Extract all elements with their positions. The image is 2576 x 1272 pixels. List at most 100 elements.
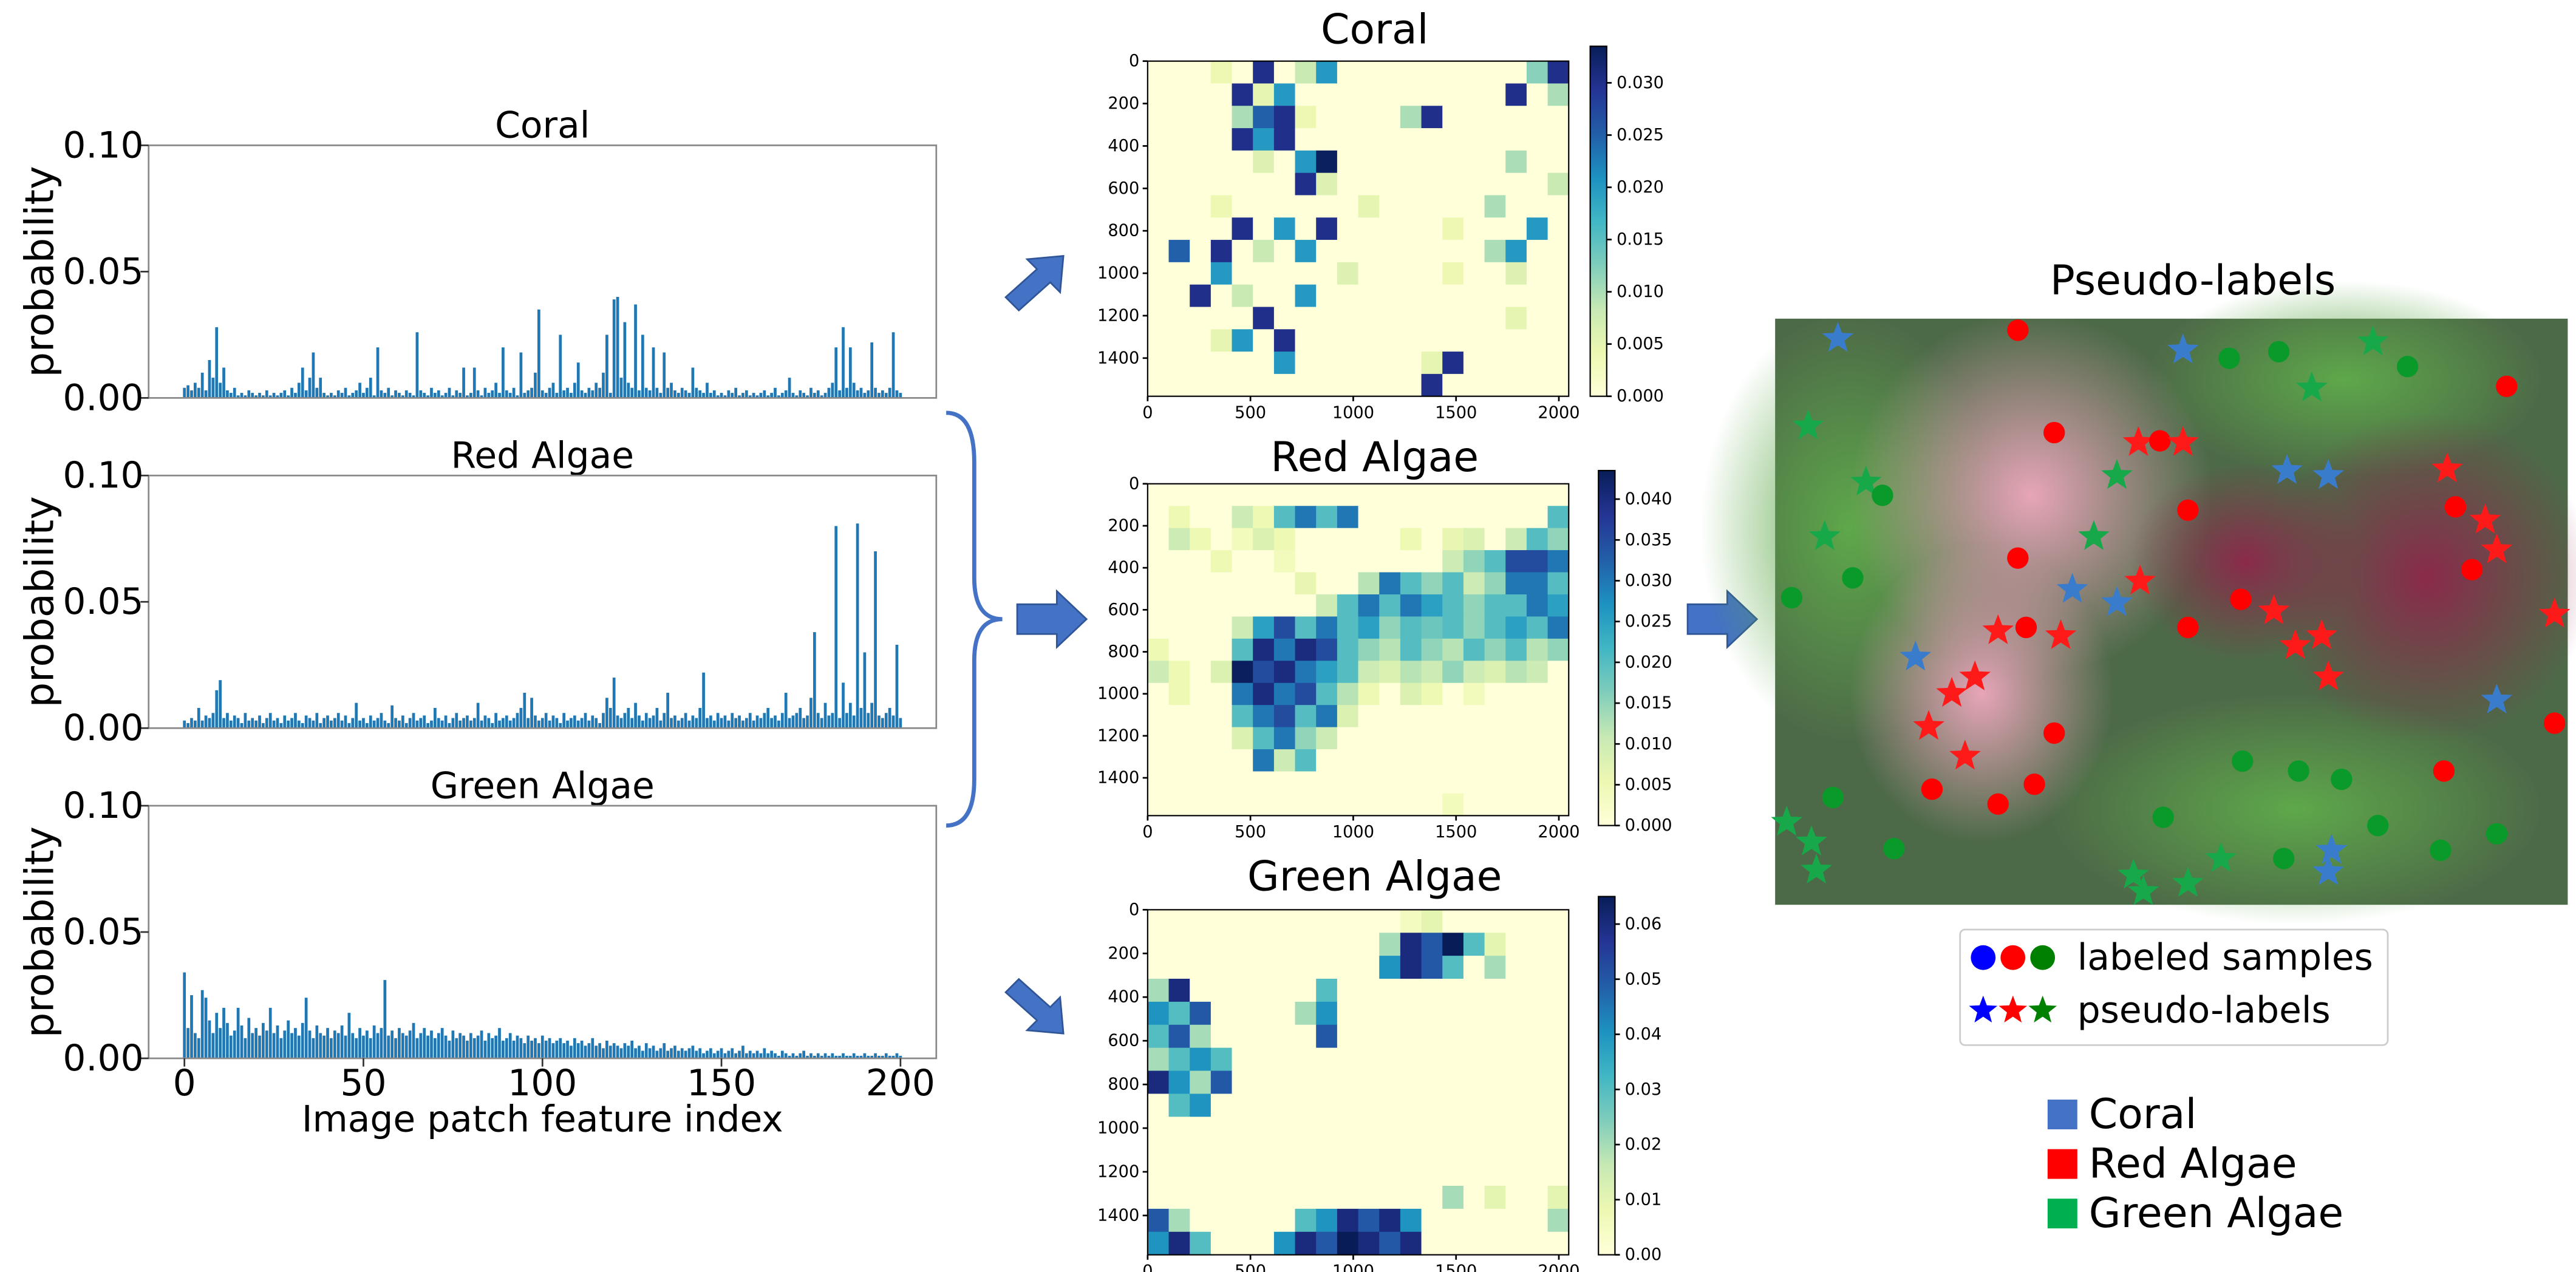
pseudo-label-marker [1850, 465, 1882, 496]
heat-cell [1505, 910, 1527, 934]
labeled-sample-marker [1822, 786, 1844, 809]
bar [570, 1046, 573, 1059]
heat-cell [1421, 61, 1443, 84]
bar [222, 367, 225, 398]
bar [612, 1043, 616, 1059]
bar [562, 390, 566, 398]
colorbar-tick-label: 0.020 [1625, 653, 1672, 672]
bar [820, 1055, 823, 1059]
heat-cell [1190, 550, 1211, 573]
bar [820, 395, 823, 398]
heat-cell [1147, 616, 1170, 639]
heat-cell [1168, 1001, 1191, 1025]
labeled-sample-marker [1780, 587, 1803, 609]
bar [401, 1033, 404, 1059]
heat-cell [1358, 1024, 1380, 1049]
heat-cell [1273, 956, 1296, 979]
heat-cell [1273, 910, 1296, 934]
bar [336, 713, 340, 729]
heat-cell [1526, 352, 1549, 375]
heat-cell [1526, 373, 1549, 397]
heat-cell [1147, 1163, 1170, 1186]
bar [233, 387, 236, 398]
heat-cell [1379, 1231, 1401, 1256]
heat-cell [1295, 979, 1317, 1002]
colorbar-tick-label: 0.03 [1625, 1080, 1662, 1099]
colorbar-tick-label: 0.02 [1625, 1135, 1662, 1154]
heat-cell [1190, 373, 1211, 397]
heat-cell [1232, 61, 1254, 84]
bar [580, 390, 584, 398]
heat-cell [1190, 128, 1211, 151]
bar [780, 393, 784, 398]
heat-cell [1232, 1117, 1254, 1141]
heat-cell [1463, 528, 1485, 551]
heat-cell [1210, 172, 1233, 196]
heat-cell [1505, 771, 1527, 794]
heat-cell [1253, 550, 1275, 573]
arrows [1004, 255, 1759, 1035]
heat-cell [1232, 749, 1254, 772]
bar [194, 383, 197, 398]
bar [483, 1040, 487, 1059]
heat-cell [1400, 771, 1422, 794]
heat-cell [1295, 1001, 1317, 1025]
bar [412, 713, 415, 729]
bar [891, 715, 895, 729]
bar [648, 390, 652, 398]
heat-cell [1484, 240, 1507, 263]
bar [870, 1055, 874, 1059]
heat-cell [1505, 749, 1527, 772]
heat-cell [1358, 594, 1380, 617]
heat-cell [1505, 1186, 1527, 1209]
heat-cell [1316, 128, 1338, 151]
bar [602, 1048, 605, 1059]
heat-cell [1190, 705, 1211, 728]
bar [404, 723, 408, 729]
bar [638, 715, 641, 729]
heat-cell [1421, 979, 1443, 1002]
heat-cell [1147, 1140, 1170, 1163]
heat-cell [1147, 572, 1170, 595]
bar [219, 680, 222, 729]
heat-cell [1421, 307, 1443, 330]
heat-cell [1337, 771, 1359, 794]
bar [308, 378, 312, 398]
heat-cell [1547, 329, 1570, 352]
heat-cell [1190, 572, 1211, 595]
bar [537, 1043, 540, 1059]
heat-cell [1547, 638, 1570, 662]
heat-cell [1168, 1208, 1191, 1233]
heat-cell [1358, 1093, 1380, 1118]
heat-cell [1295, 727, 1317, 750]
heat-cell [1379, 1093, 1401, 1118]
heat-cell [1210, 933, 1233, 956]
bar [294, 713, 297, 729]
heat-cell [1358, 1001, 1380, 1025]
bar [462, 367, 465, 398]
pseudo-label-marker [2056, 573, 2088, 603]
heat-cell [1379, 682, 1401, 706]
bar [899, 1055, 902, 1059]
heat-cell [1168, 705, 1191, 728]
heat-cell [1484, 979, 1507, 1002]
labeled-sample-marker [2486, 823, 2508, 845]
bar [190, 995, 193, 1059]
heat-cell [1190, 979, 1211, 1002]
bar [576, 1043, 580, 1059]
heat-cell [1421, 727, 1443, 750]
bar [204, 715, 208, 729]
bar [745, 1053, 748, 1059]
bar [845, 387, 848, 398]
heat-cell [1421, 1163, 1443, 1186]
bar [598, 723, 601, 729]
heat-cell [1400, 172, 1422, 196]
bar [612, 299, 616, 398]
bar [788, 718, 791, 729]
heat-cell [1337, 572, 1359, 595]
heat-cell [1316, 1163, 1338, 1186]
heat-cell [1547, 705, 1570, 728]
heat-cell [1273, 1140, 1296, 1163]
y-tick-label: 800 [1108, 1075, 1139, 1094]
y-tick-label: 0 [1129, 900, 1139, 919]
